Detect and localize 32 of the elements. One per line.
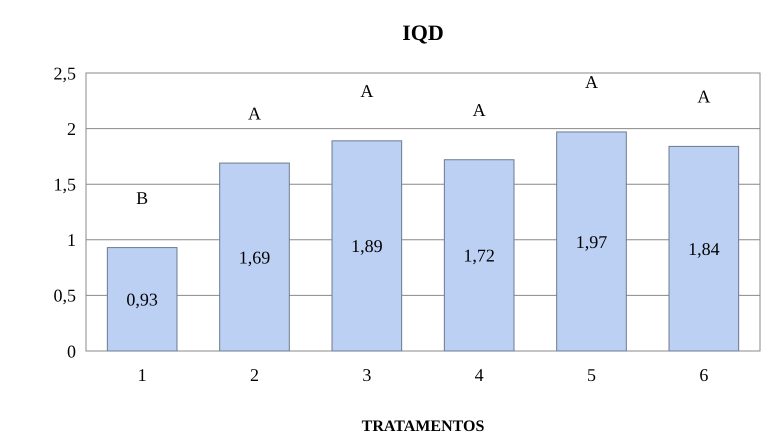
data-label: 0,93 — [126, 290, 158, 310]
x-tick-label: 6 — [699, 365, 708, 385]
annotation: A — [585, 72, 598, 92]
data-label: 1,69 — [238, 247, 270, 268]
y-tick-label: 2,5 — [54, 63, 76, 84]
bar — [219, 162, 290, 352]
annotation: B — [136, 188, 148, 208]
y-tick-label: 0,5 — [54, 286, 76, 306]
bar — [444, 159, 514, 352]
y-tick-label: 1,5 — [54, 174, 76, 194]
data-label: 1,97 — [576, 232, 608, 252]
x-axis-title: TRATAMENTOS — [362, 418, 484, 435]
x-tick-label: 5 — [587, 365, 596, 385]
data-label: 1,89 — [351, 236, 383, 256]
chart-title: IQD — [402, 20, 444, 45]
y-tick-label: 1 — [67, 230, 76, 250]
annotation: A — [248, 103, 261, 124]
bar — [556, 131, 627, 352]
data-label: 1,84 — [688, 238, 720, 259]
bar — [668, 146, 740, 352]
x-tick-label: 3 — [362, 365, 372, 385]
x-tick-label: 1 — [138, 365, 147, 385]
x-tick-label: 2 — [250, 365, 259, 385]
annotation: A — [472, 100, 486, 120]
x-tick-label: 4 — [474, 365, 484, 385]
annotation: A — [360, 81, 374, 102]
y-tick-label: 2 — [67, 118, 76, 139]
annotation: A — [697, 86, 710, 107]
y-tick-label: 0 — [67, 341, 76, 362]
bar — [106, 247, 178, 352]
data-label: 1,72 — [463, 246, 495, 266]
bar — [332, 140, 402, 352]
